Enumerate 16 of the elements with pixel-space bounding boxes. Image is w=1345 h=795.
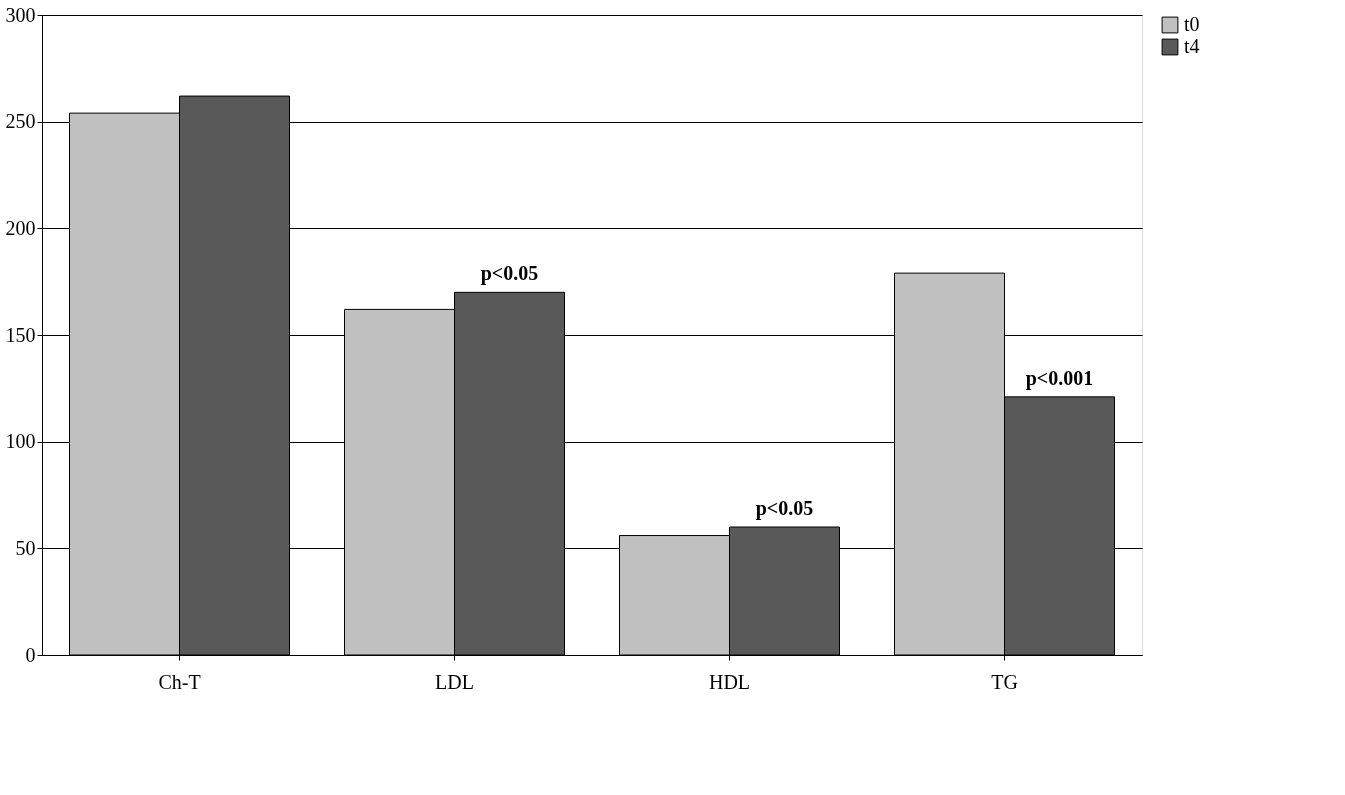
legend-label: t4 bbox=[1184, 35, 1200, 57]
x-tick-label: TG bbox=[991, 670, 1018, 693]
annotation: p<0.05 bbox=[755, 497, 814, 520]
y-tick-label: 150 bbox=[5, 323, 36, 346]
y-tick-label: 50 bbox=[15, 536, 36, 559]
x-tick-label: Ch-T bbox=[158, 670, 201, 693]
annotation: p<0.05 bbox=[480, 262, 539, 286]
y-tick-label: 200 bbox=[5, 216, 36, 239]
y-tick-label: 0 bbox=[25, 643, 36, 666]
y-tick-label: 100 bbox=[5, 430, 36, 453]
y-tick-label: 250 bbox=[5, 110, 36, 133]
y-tick-label: 300 bbox=[5, 3, 36, 26]
legend-label: t0 bbox=[1184, 13, 1200, 35]
annotation: p<0.001 bbox=[1025, 366, 1094, 390]
x-tick-label: LDL bbox=[435, 670, 474, 693]
x-tick-label: HDL bbox=[708, 670, 751, 693]
